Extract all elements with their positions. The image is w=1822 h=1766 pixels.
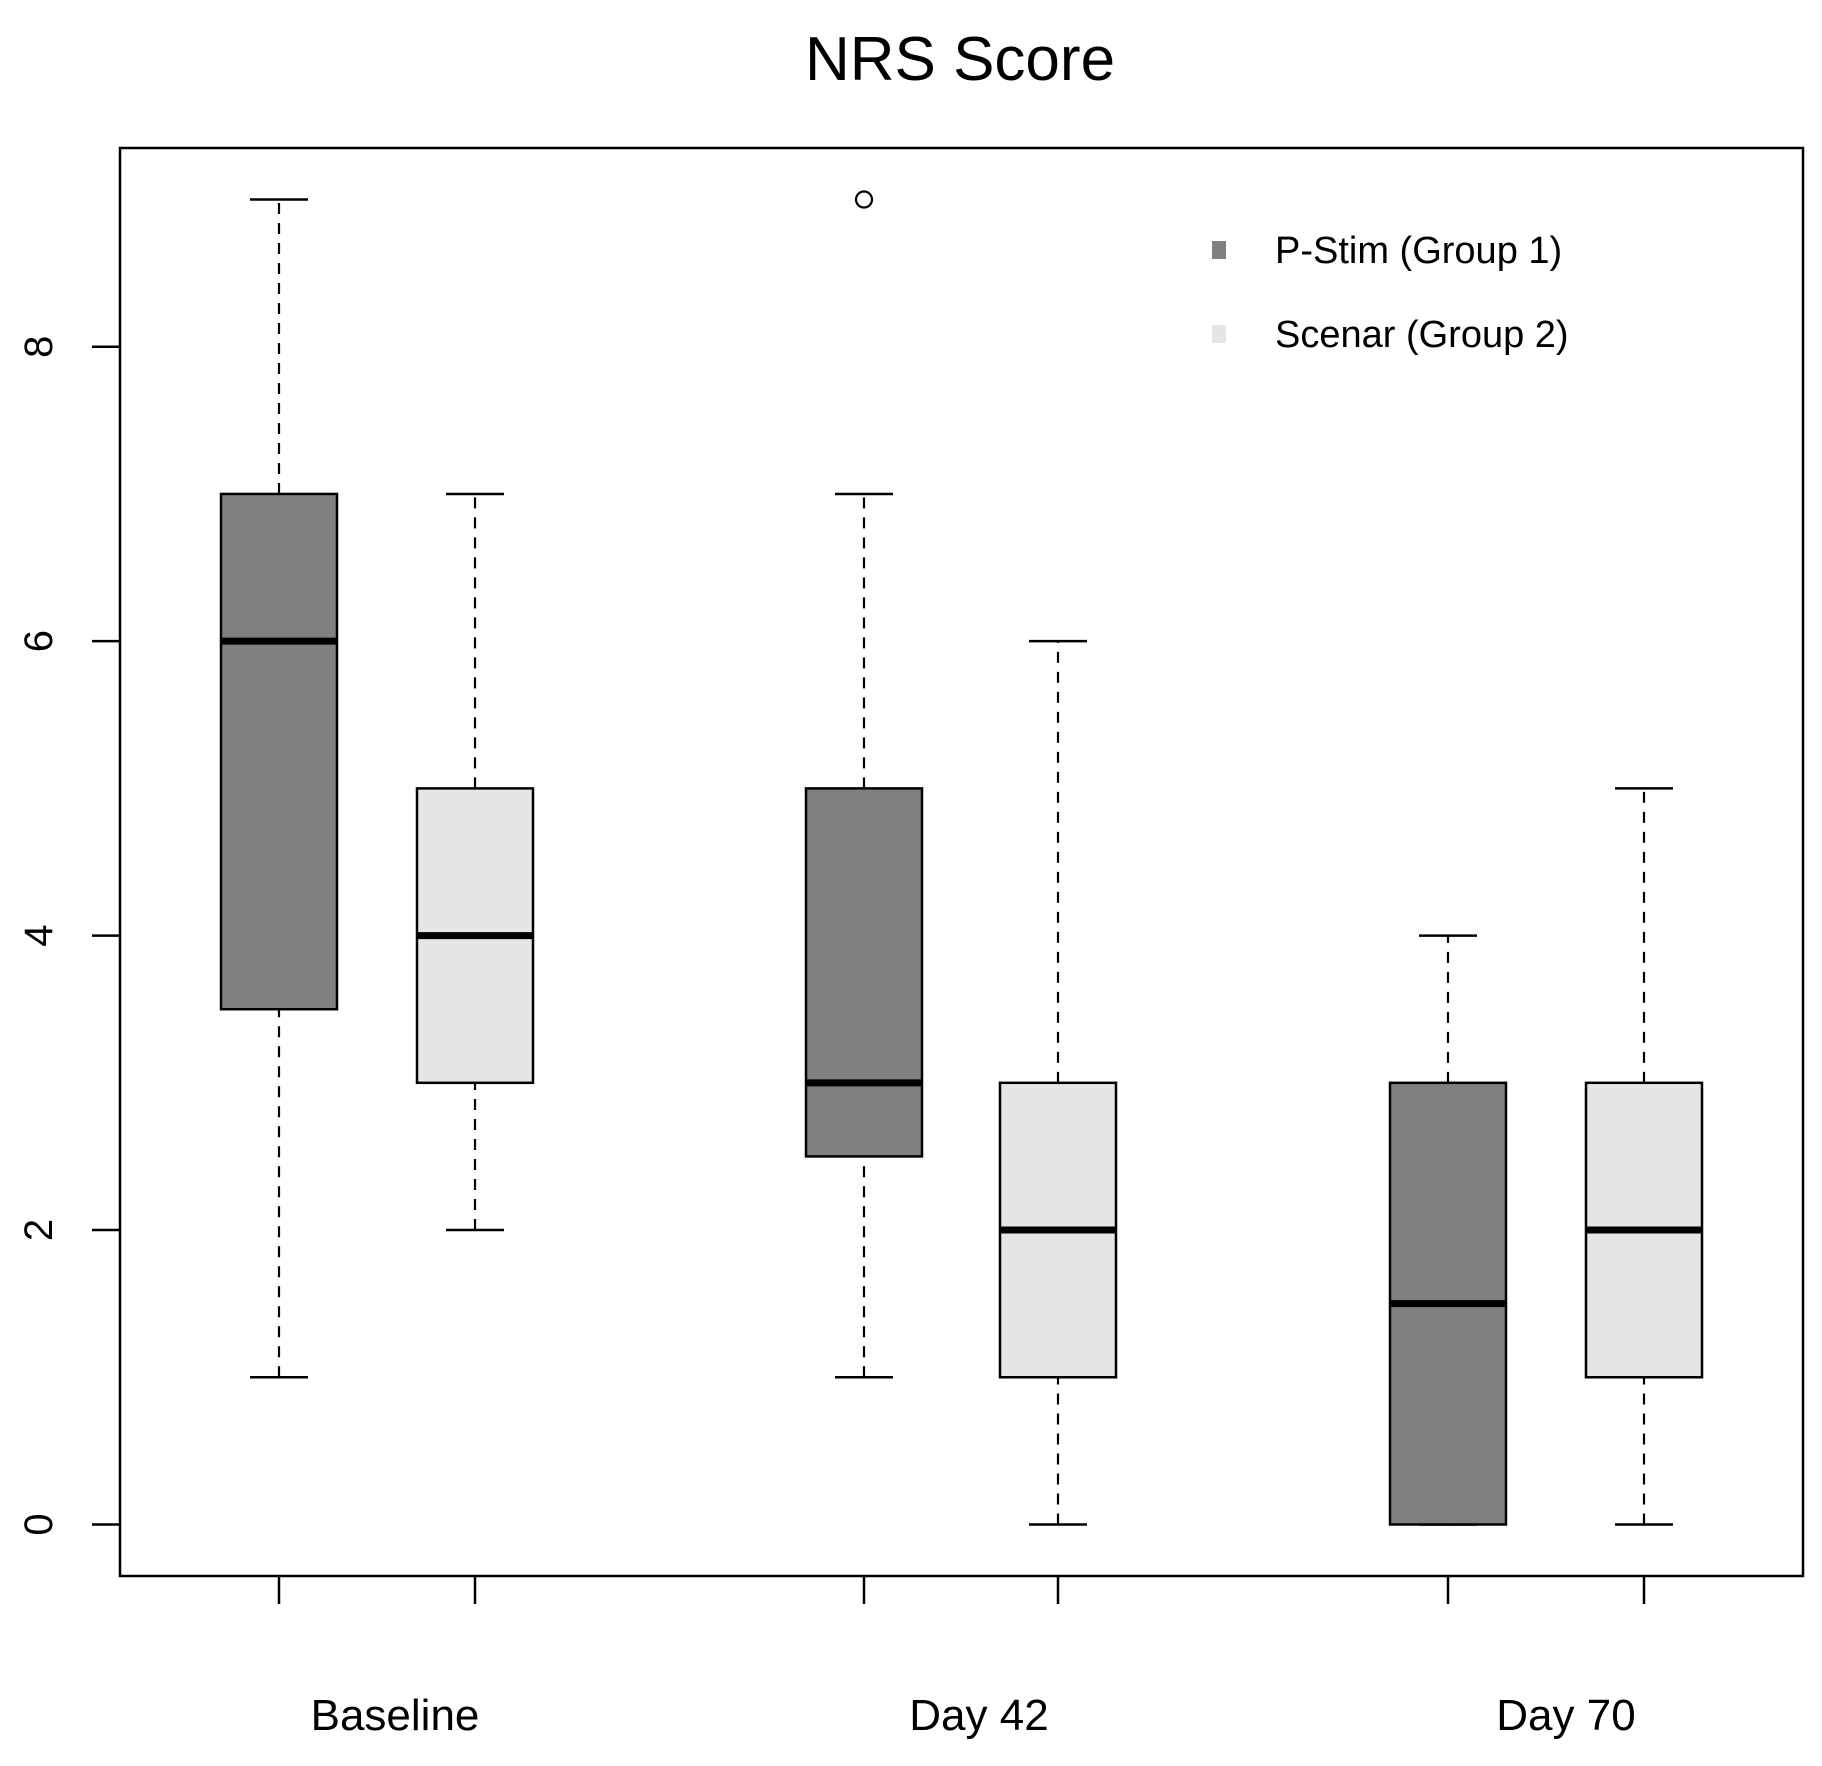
y-tick-label-6: 6 [17, 630, 61, 652]
chart-title: NRS Score [805, 25, 1115, 94]
y-tick-label-0: 0 [17, 1513, 61, 1535]
box-day-42-p-stim-outlier-1 [854, 190, 874, 209]
x-category-label-baseline: Baseline [311, 1691, 480, 1740]
x-category-label-day-70: Day 70 [1496, 1691, 1635, 1740]
x-category-label-day-42: Day 42 [909, 1691, 1048, 1740]
box-baseline-p-stim-body [219, 492, 339, 1011]
legend-label-scenar: Scenar (Group 2) [1275, 314, 1569, 356]
legend-label-p-stim: P-Stim (Group 1) [1275, 230, 1562, 272]
legend-swatch-scenar [1212, 325, 1226, 343]
box-day-42-p-stim-body [804, 787, 924, 1158]
legend-swatch-p-stim [1212, 241, 1226, 259]
y-tick-label-2: 2 [17, 1219, 61, 1241]
y-tick-label-4: 4 [17, 924, 61, 946]
plot-area: 0 2 4 6 8 Baseline Day 42 Day 70 P-Stim (Group 1… [17, 146, 1805, 1740]
y-tick-label-8: 8 [17, 336, 61, 358]
plot-frame [118, 146, 1805, 1578]
